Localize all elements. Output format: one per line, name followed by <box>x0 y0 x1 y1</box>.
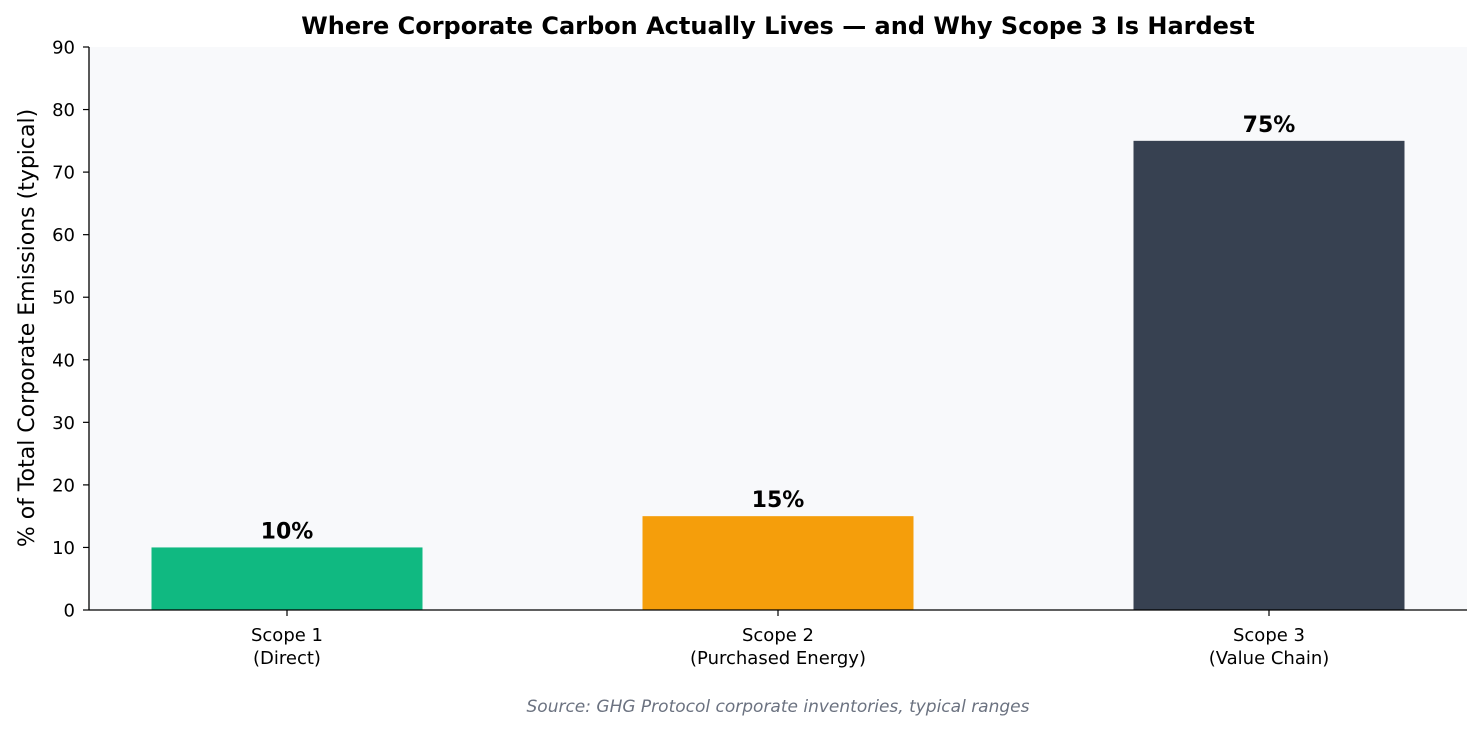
bar-value-label: 15% <box>752 488 805 513</box>
x-tick-label: Scope 1 <box>251 625 323 646</box>
bar-3 <box>1133 140 1405 611</box>
y-tick-label: 60 <box>52 225 75 246</box>
bars-layer: 10% 15% 75% <box>151 113 1405 611</box>
x-tick-label: Scope 2 <box>742 625 814 646</box>
bar-value-label: 75% <box>1243 113 1296 138</box>
x-tick-label: (Value Chain) <box>1209 648 1330 669</box>
x-tick-label: (Direct) <box>253 648 321 669</box>
y-axis-label: % of Total Corporate Emissions (typical) <box>15 109 40 547</box>
y-tick-label: 30 <box>52 413 75 434</box>
bar-1 <box>151 547 423 610</box>
y-ticks: 0 10 20 30 40 50 60 70 80 90 <box>52 38 89 622</box>
y-tick-label: 70 <box>52 163 75 184</box>
source-note: Source: GHG Protocol corporate inventori… <box>527 697 1030 717</box>
y-tick-label: 20 <box>52 475 75 496</box>
y-tick-label: 40 <box>52 350 75 371</box>
y-tick-label: 10 <box>52 538 75 559</box>
bar-value-label: 10% <box>261 519 314 544</box>
y-tick-label: 50 <box>52 288 75 309</box>
bar-2 <box>642 516 914 610</box>
chart-title: Where Corporate Carbon Actually Lives — … <box>301 12 1254 40</box>
y-tick-label: 80 <box>52 100 75 121</box>
y-tick-label: 0 <box>64 601 75 622</box>
y-tick-label: 90 <box>52 38 75 59</box>
x-tick-label: Scope 3 <box>1233 625 1305 646</box>
x-ticks: Scope 1(Direct) Scope 2(Purchased Energy)… <box>251 610 1329 669</box>
x-tick-label: (Purchased Energy) <box>690 648 866 669</box>
